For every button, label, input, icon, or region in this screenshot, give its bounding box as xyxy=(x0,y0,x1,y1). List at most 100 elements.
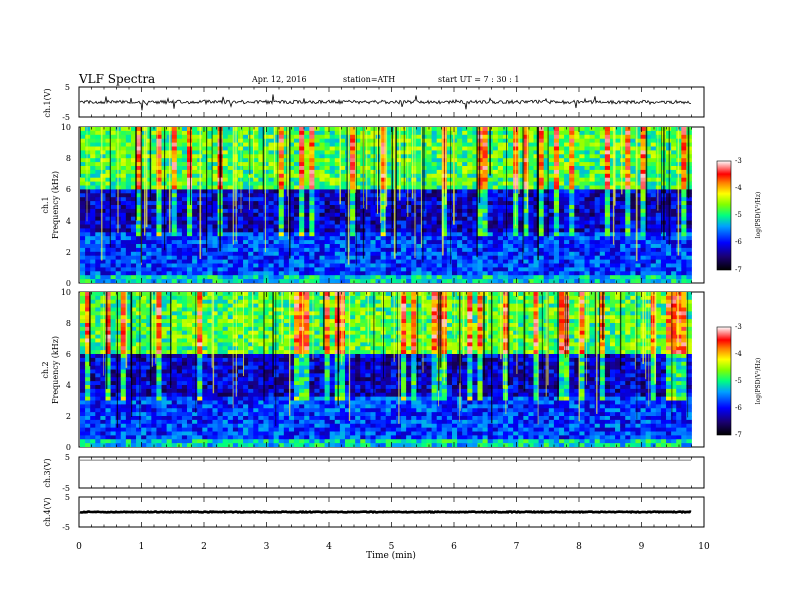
spectrogram-cell xyxy=(268,244,275,249)
spectrogram-cell xyxy=(640,220,647,225)
spectrogram-cell xyxy=(243,169,249,175)
spectrogram-cell xyxy=(166,259,173,264)
spectrogram-cell xyxy=(181,173,188,179)
spectrogram-cell xyxy=(304,181,310,186)
spectrogram-cell xyxy=(115,259,122,264)
spectrogram-cell xyxy=(192,173,198,179)
spectrogram-cell xyxy=(395,185,402,190)
spectrogram-cell xyxy=(299,127,305,132)
spectrogram-cell xyxy=(569,154,575,159)
spectrogram-cell xyxy=(467,138,473,143)
spectrogram-cell xyxy=(288,205,295,210)
spectrogram-cell xyxy=(543,181,550,186)
spectrogram-cell xyxy=(635,224,641,229)
spectrogram-cell xyxy=(141,216,147,221)
spectrogram-cell xyxy=(278,236,285,241)
spectrogram-cell xyxy=(212,259,218,264)
spectrogram-cell xyxy=(564,251,570,257)
spectrogram-cell xyxy=(502,224,509,229)
spectrogram-cell xyxy=(222,247,229,253)
spectrogram-cell xyxy=(589,169,596,175)
spectrogram-cell xyxy=(401,189,407,194)
spectrogram-cell xyxy=(146,255,152,260)
spectrogram-cell xyxy=(365,232,371,237)
spectrogram-cell xyxy=(569,240,575,245)
spectrogram-cell xyxy=(640,193,647,198)
spectrogram-cell xyxy=(584,232,590,237)
spectrogram-cell xyxy=(390,279,397,283)
spectrogram-cell xyxy=(666,255,672,260)
spectrogram-cell xyxy=(635,177,641,182)
spectrogram-cell xyxy=(502,232,509,237)
spectrogram-cell xyxy=(156,244,162,249)
spectrogram-cell xyxy=(528,158,534,163)
spectrogram-cell xyxy=(192,177,198,182)
spectrogram-cell xyxy=(355,169,361,175)
spectrogram-cell xyxy=(472,162,478,167)
spectrogram-cell xyxy=(655,146,662,151)
spectrogram-cell xyxy=(523,154,529,159)
spectrogram-cell xyxy=(80,431,86,436)
spectrogram-cell xyxy=(207,166,213,171)
spectrogram-cell xyxy=(227,130,234,136)
spectrogram-cell xyxy=(528,173,534,179)
spectrogram-cell xyxy=(120,232,127,237)
spectrogram-cell xyxy=(80,373,86,378)
spectrogram-cell xyxy=(543,259,550,264)
spectrogram-cell xyxy=(207,255,213,260)
spectrogram-cell xyxy=(334,166,341,171)
spectrogram-cell xyxy=(314,134,320,140)
spectrogram-cell xyxy=(523,247,529,253)
spectrogram-cell xyxy=(263,185,269,190)
spectrogram-cell xyxy=(278,177,285,182)
spectrogram-cell xyxy=(584,263,590,268)
spectrogram-cell xyxy=(304,158,310,163)
spectrogram-cell xyxy=(671,158,677,163)
spectrogram-cell xyxy=(212,224,218,229)
spectrogram-cell xyxy=(411,255,417,260)
spectrogram-cell xyxy=(110,208,117,214)
spectrogram-cell xyxy=(192,154,198,159)
spectrogram-cell xyxy=(462,251,468,257)
spectrogram-cell xyxy=(212,208,218,214)
spectrogram-cell xyxy=(426,150,433,155)
spectrogram-cell xyxy=(446,247,453,253)
spectrogram-cell xyxy=(85,369,91,374)
spectrogram-cell xyxy=(518,212,524,218)
spectrogram-cell xyxy=(243,166,249,171)
spectrogram-cell xyxy=(604,134,611,140)
spectrogram-cell xyxy=(268,193,275,198)
spectrogram-cell xyxy=(436,236,443,241)
spectrogram-cell xyxy=(594,201,601,206)
spectrogram-cell xyxy=(446,255,453,260)
spectrogram-cell xyxy=(288,271,295,276)
spectrogram-cell xyxy=(355,130,361,136)
spectrogram-cell xyxy=(80,396,86,401)
spectrogram-cell xyxy=(222,134,229,140)
spectrogram-cell xyxy=(411,154,417,159)
spectrogram-cell xyxy=(416,205,422,210)
spectrogram-cell xyxy=(594,127,601,132)
spectrogram-cell xyxy=(370,228,376,233)
spectrogram-cell xyxy=(599,146,606,151)
spectrogram-cell xyxy=(553,251,560,257)
spectrogram-cell xyxy=(278,162,285,167)
spectrogram-cell xyxy=(171,181,178,186)
spectrogram-cell xyxy=(385,173,392,179)
spectrogram-cell xyxy=(436,162,443,167)
spectrogram-cell xyxy=(620,212,626,218)
spectrogram-cell xyxy=(156,228,162,233)
spectrogram-cell xyxy=(319,279,325,283)
spectrogram-cell xyxy=(136,185,142,190)
spectrogram-cell xyxy=(462,162,468,167)
spectrogram-cell xyxy=(508,181,514,186)
spectrogram-cell xyxy=(671,224,677,229)
spectrogram-cell xyxy=(625,185,631,190)
spectrogram-cell xyxy=(589,142,596,147)
spectrogram-cell xyxy=(100,271,106,276)
spectrogram-cell xyxy=(324,201,331,206)
spectrogram-cell xyxy=(604,267,611,272)
spectrogram-cell xyxy=(202,134,208,140)
spectrogram-cell xyxy=(650,173,657,179)
spectrogram-cell xyxy=(625,271,631,276)
